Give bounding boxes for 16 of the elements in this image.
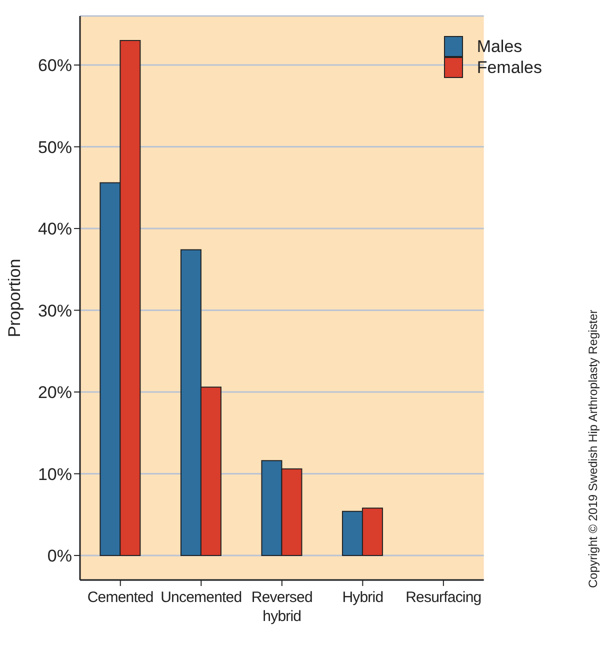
y-tick-label: 30% — [38, 301, 72, 320]
x-tick-label: Reversed hybrid — [251, 589, 312, 625]
x-tick-label: Hybrid — [342, 589, 384, 606]
y-tick-label: 60% — [38, 56, 72, 76]
x-tick-label: Cemented — [87, 589, 154, 606]
y-tick-label: 50% — [38, 138, 72, 157]
legend-label: Females — [476, 58, 542, 78]
text: Copyright © 2019 Swedish Hip Arthroplasty Register — [586, 310, 600, 588]
y-axis-title: Proportion — [5, 258, 24, 338]
y-tick-label: 10% — [38, 464, 72, 484]
y-tick-label: 40% — [38, 220, 72, 239]
x-tick-label: Uncemented — [160, 589, 242, 606]
legend-label: Males — [476, 36, 522, 56]
x-tick-label: Resurfacing — [406, 589, 482, 606]
y-tick-label: 20% — [38, 383, 72, 402]
y-tick-label: 0% — [47, 546, 72, 566]
